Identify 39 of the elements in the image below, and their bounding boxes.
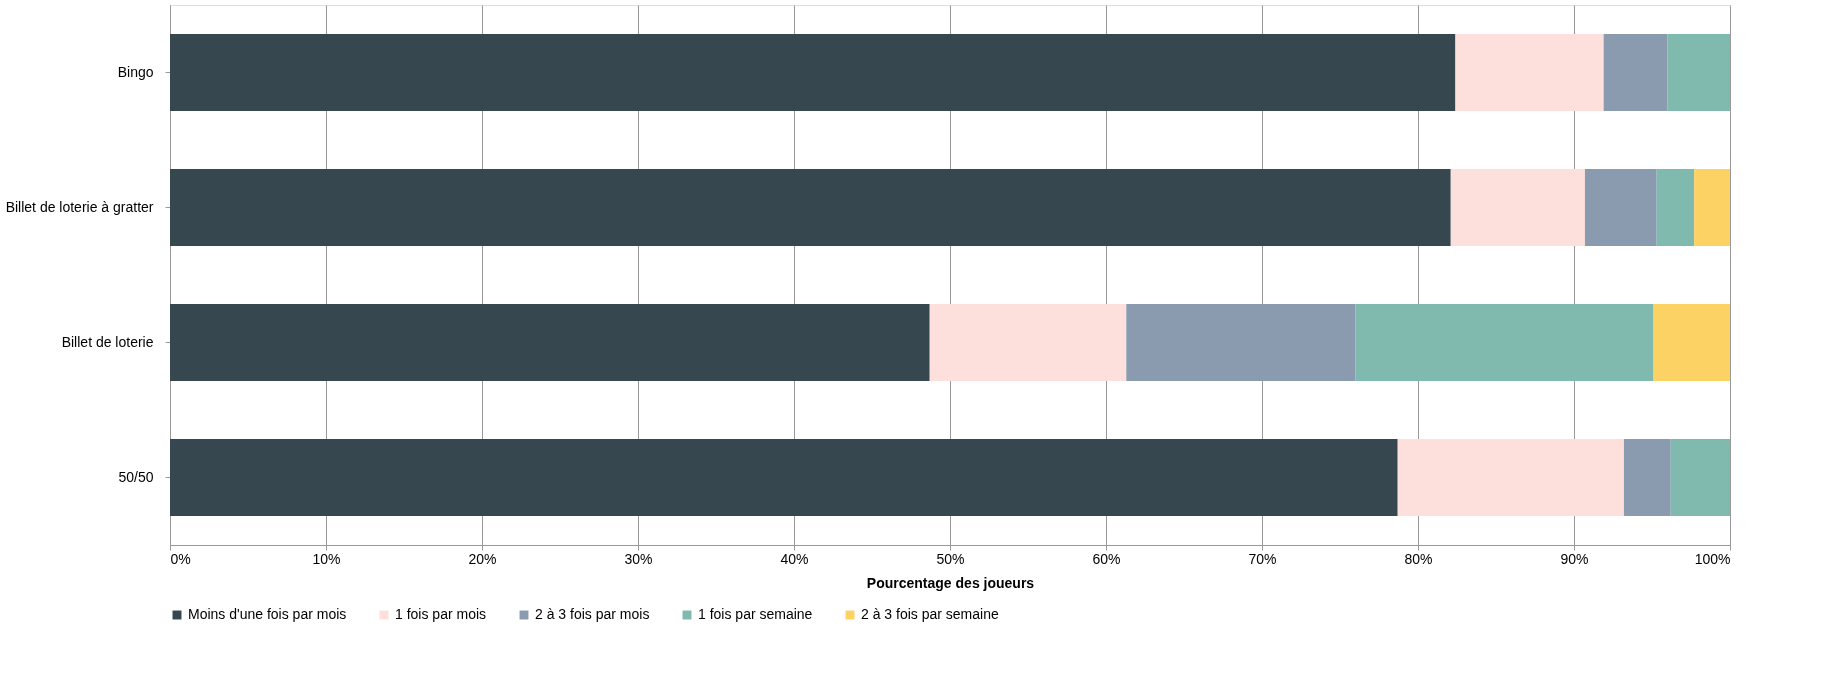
x-tick-label: 100% [1694, 550, 1731, 567]
bar [1670, 439, 1730, 516]
bar [170, 304, 930, 381]
x-tick-label: 80% [1404, 550, 1433, 567]
bar [1397, 439, 1624, 516]
bar [1126, 304, 1356, 381]
x-tick-label: 40% [780, 550, 809, 567]
bar [929, 304, 1127, 381]
legend-label: 2 à 3 fois par mois [535, 606, 650, 622]
bar [1584, 169, 1657, 246]
bar [1656, 169, 1695, 246]
x-tick-label: 60% [1092, 550, 1121, 567]
bar [1450, 169, 1585, 246]
y-tick-label: Billet de loterie [61, 333, 154, 350]
bar [170, 439, 1398, 516]
x-tick-label: 70% [1248, 550, 1277, 567]
x-axis-title: Pourcentage des joueurs [866, 574, 1035, 591]
bar [1603, 34, 1668, 111]
bar [1694, 169, 1730, 246]
x-tick-label: 0% [170, 550, 191, 567]
x-tick-label: 20% [468, 550, 497, 567]
bar [170, 34, 1456, 111]
legend-label: 1 fois par mois [395, 606, 487, 622]
bar [1455, 34, 1604, 111]
x-tick-label: 90% [1560, 550, 1589, 567]
x-tick-label: 10% [312, 550, 341, 567]
bar [1355, 304, 1654, 381]
y-tick-label: Bingo [117, 63, 154, 80]
bar [1623, 439, 1671, 516]
bar [1667, 34, 1730, 111]
bar [170, 169, 1451, 246]
x-tick-label: 30% [624, 550, 653, 567]
y-tick-label: 50/50 [118, 468, 154, 485]
bar [1653, 304, 1730, 381]
legend-label: 1 fois par semaine [698, 606, 813, 622]
legend-label: Moins d'une fois par mois [188, 606, 347, 622]
y-tick-label: Billet de loterie à gratter [5, 198, 154, 215]
x-tick-label: 50% [936, 550, 965, 567]
legend-label: 2 à 3 fois par semaine [861, 606, 999, 622]
